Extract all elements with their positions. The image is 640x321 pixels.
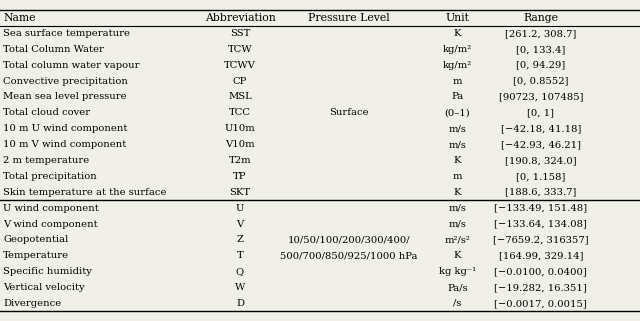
Text: D: D bbox=[236, 299, 244, 308]
Text: U: U bbox=[236, 204, 244, 213]
Text: Skin temperature at the surface: Skin temperature at the surface bbox=[3, 188, 166, 197]
Text: [−0.0100, 0.0400]: [−0.0100, 0.0400] bbox=[495, 267, 587, 276]
Text: Total cloud cover: Total cloud cover bbox=[3, 108, 90, 117]
Text: Sea surface temperature: Sea surface temperature bbox=[3, 29, 130, 38]
Text: 10 m U wind component: 10 m U wind component bbox=[3, 124, 127, 133]
Text: kg/m²: kg/m² bbox=[443, 61, 472, 70]
Text: U10m: U10m bbox=[225, 124, 255, 133]
Text: Pa/s: Pa/s bbox=[447, 283, 468, 292]
Text: [−133.64, 134.08]: [−133.64, 134.08] bbox=[494, 220, 588, 229]
Text: U wind component: U wind component bbox=[3, 204, 99, 213]
Text: V wind component: V wind component bbox=[3, 220, 98, 229]
Text: 10/50/100/200/300/400/: 10/50/100/200/300/400/ bbox=[287, 235, 410, 244]
Text: [190.8, 324.0]: [190.8, 324.0] bbox=[505, 156, 577, 165]
Text: [188.6, 333.7]: [188.6, 333.7] bbox=[505, 188, 577, 197]
Text: T: T bbox=[237, 251, 243, 260]
Text: T2m: T2m bbox=[228, 156, 252, 165]
Text: K: K bbox=[454, 156, 461, 165]
Text: [−0.0017, 0.0015]: [−0.0017, 0.0015] bbox=[495, 299, 587, 308]
Text: m: m bbox=[453, 172, 462, 181]
Text: [164.99, 329.14]: [164.99, 329.14] bbox=[499, 251, 583, 260]
Text: TP: TP bbox=[233, 172, 247, 181]
Text: m/s: m/s bbox=[449, 220, 467, 229]
Text: /s: /s bbox=[453, 299, 462, 308]
Text: Mean sea level pressure: Mean sea level pressure bbox=[3, 92, 127, 101]
Text: W: W bbox=[235, 283, 245, 292]
Text: [−42.18, 41.18]: [−42.18, 41.18] bbox=[500, 124, 581, 133]
Text: [0, 1.158]: [0, 1.158] bbox=[516, 172, 566, 181]
Text: Temperature: Temperature bbox=[3, 251, 69, 260]
Text: m/s: m/s bbox=[449, 140, 467, 149]
Text: K: K bbox=[454, 188, 461, 197]
Text: Divergence: Divergence bbox=[3, 299, 61, 308]
Text: Q: Q bbox=[236, 267, 244, 276]
Text: [90723, 107485]: [90723, 107485] bbox=[499, 92, 583, 101]
Text: SKT: SKT bbox=[229, 188, 251, 197]
Text: [−42.93, 46.21]: [−42.93, 46.21] bbox=[500, 140, 581, 149]
Text: m/s: m/s bbox=[449, 124, 467, 133]
Text: 2 m temperature: 2 m temperature bbox=[3, 156, 90, 165]
Text: [−19.282, 16.351]: [−19.282, 16.351] bbox=[495, 283, 587, 292]
Text: kg/m²: kg/m² bbox=[443, 45, 472, 54]
Text: Total precipitation: Total precipitation bbox=[3, 172, 97, 181]
Text: m²/s²: m²/s² bbox=[445, 235, 470, 244]
Text: Geopotential: Geopotential bbox=[3, 235, 68, 244]
Text: Surface: Surface bbox=[329, 108, 369, 117]
Text: kg kg⁻¹: kg kg⁻¹ bbox=[439, 267, 476, 276]
Text: (0–1): (0–1) bbox=[445, 108, 470, 117]
Text: Convective precipitation: Convective precipitation bbox=[3, 77, 128, 86]
Text: Unit: Unit bbox=[445, 13, 470, 22]
Text: TCWV: TCWV bbox=[224, 61, 256, 70]
Text: Name: Name bbox=[3, 13, 36, 22]
Text: m: m bbox=[453, 77, 462, 86]
Text: K: K bbox=[454, 251, 461, 260]
Text: [0, 1]: [0, 1] bbox=[527, 108, 554, 117]
Text: Vertical velocity: Vertical velocity bbox=[3, 283, 85, 292]
Text: CP: CP bbox=[233, 77, 247, 86]
Text: [261.2, 308.7]: [261.2, 308.7] bbox=[505, 29, 577, 38]
Text: 10 m V wind component: 10 m V wind component bbox=[3, 140, 127, 149]
Text: Pa: Pa bbox=[451, 92, 464, 101]
Text: SST: SST bbox=[230, 29, 250, 38]
Text: TCW: TCW bbox=[228, 45, 252, 54]
Text: TCC: TCC bbox=[229, 108, 251, 117]
Text: K: K bbox=[454, 29, 461, 38]
Text: Z: Z bbox=[237, 235, 243, 244]
Text: [−133.49, 151.48]: [−133.49, 151.48] bbox=[494, 204, 588, 213]
Text: [0, 0.8552]: [0, 0.8552] bbox=[513, 77, 568, 86]
Text: V: V bbox=[236, 220, 244, 229]
Text: 500/700/850/925/1000 hPa: 500/700/850/925/1000 hPa bbox=[280, 251, 417, 260]
Text: [−7659.2, 316357]: [−7659.2, 316357] bbox=[493, 235, 589, 244]
Text: m/s: m/s bbox=[449, 204, 467, 213]
Text: Total Column Water: Total Column Water bbox=[3, 45, 104, 54]
Text: MSL: MSL bbox=[228, 92, 252, 101]
Text: V10m: V10m bbox=[225, 140, 255, 149]
Text: Pressure Level: Pressure Level bbox=[308, 13, 390, 22]
Text: [0, 133.4]: [0, 133.4] bbox=[516, 45, 566, 54]
Text: Abbreviation: Abbreviation bbox=[205, 13, 275, 22]
Text: Range: Range bbox=[524, 13, 558, 22]
Text: Specific humidity: Specific humidity bbox=[3, 267, 92, 276]
Text: Total column water vapour: Total column water vapour bbox=[3, 61, 140, 70]
Text: [0, 94.29]: [0, 94.29] bbox=[516, 61, 565, 70]
